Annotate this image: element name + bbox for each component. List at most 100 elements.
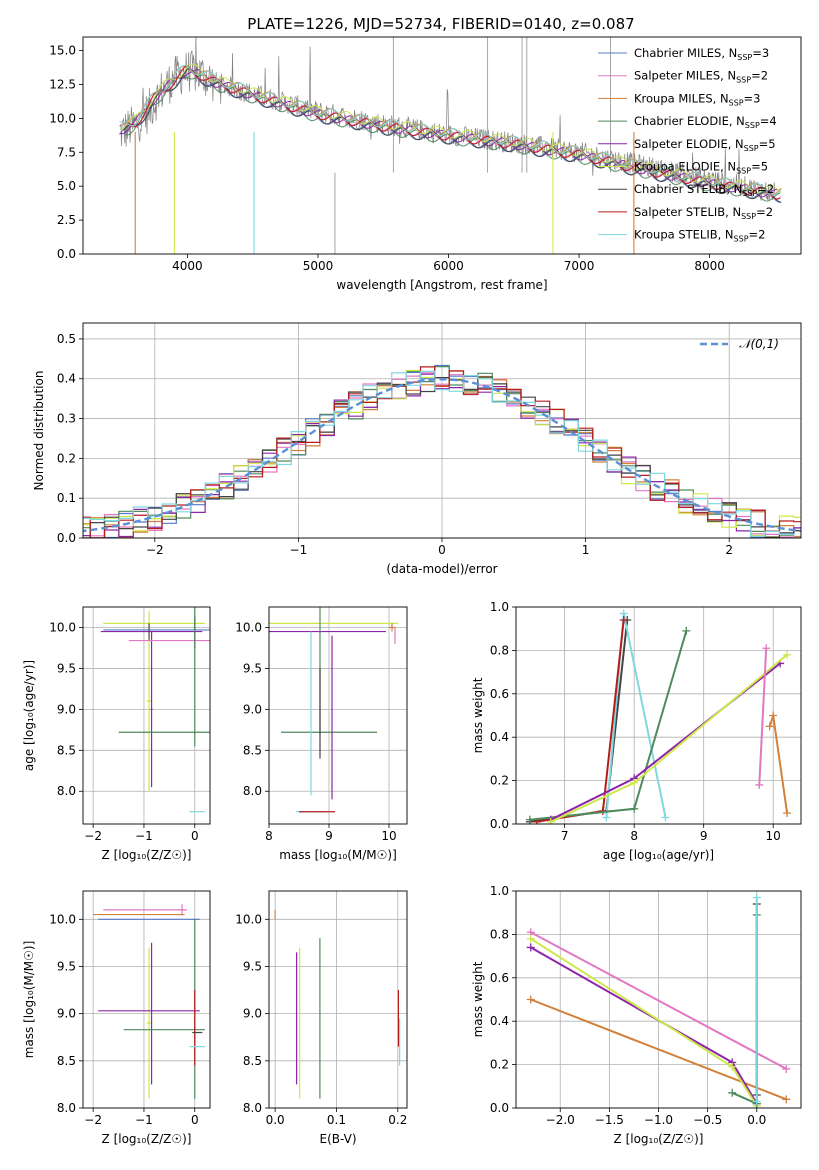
legend-subscript: SSP	[742, 189, 757, 198]
x-axis-label: Z [log₁₀(Z/Z☉)]	[102, 848, 192, 862]
y-tick-label: 0.4	[490, 1014, 509, 1028]
axes-frame	[515, 606, 802, 825]
y-axis-label: Normed distribution	[32, 371, 46, 491]
legend-subscript: SSP	[736, 76, 751, 85]
model-fit-line	[125, 65, 781, 200]
grid	[83, 891, 210, 1109]
y-tick-label: 10.0	[235, 912, 262, 926]
weight-marker	[752, 893, 761, 902]
x-tick-label: −1	[290, 543, 308, 557]
legend-label: Salpeter STELIB, NSSP=2	[634, 205, 773, 221]
weight-marker	[755, 780, 764, 789]
legend-label: Kroupa STELIB, NSSP=2	[634, 228, 765, 244]
y-tick-label: 9.5	[243, 661, 262, 675]
x-tick-label: −2	[84, 829, 102, 843]
x-tick-label: 8	[265, 829, 273, 843]
y-tick-label: 0.0	[490, 1101, 509, 1115]
y-tick-label: 8.0	[243, 1101, 262, 1115]
y-tick-label: 9.0	[243, 1007, 262, 1021]
weight-marker	[752, 1097, 761, 1106]
legend-count: =5	[759, 137, 776, 151]
x-tick-label: 10	[381, 829, 396, 843]
axes-frame	[515, 890, 802, 1109]
weight-line	[550, 662, 781, 821]
weight-line	[731, 914, 758, 1106]
y-tick-label: 0.6	[490, 971, 509, 985]
histogram-series	[83, 376, 801, 538]
weight-marker	[619, 616, 628, 625]
y-tick-label: 0.5	[57, 332, 76, 346]
weight-line	[530, 931, 787, 1070]
y-tick-label: 10.0	[49, 912, 76, 926]
legend-label: Chabrier ELODIE, NSSP=4	[634, 114, 777, 130]
y-tick-label: 1.0	[490, 884, 509, 898]
x-axis-label: age [log₁₀(age/yr)]	[603, 848, 714, 862]
y-tick-label: 9.5	[57, 959, 76, 973]
histogram-series	[83, 372, 801, 538]
weight-marker	[661, 813, 670, 822]
y-tick-label: 2.5	[57, 213, 76, 227]
y-axis-label: mass [log₁₀(M/M☉)]	[22, 941, 36, 1059]
y-tick-label: 0.4	[490, 730, 509, 744]
y-tick-label: 10.0	[49, 111, 76, 125]
x-tick-label: 10	[766, 829, 781, 843]
panel-weight_vs_Z: −2.0 −1.5 −1.0 −0.5 0.0 0.0 0.2 0.4 0.6 0.8 1.0 Z […	[471, 884, 802, 1146]
weight-marker	[630, 778, 639, 787]
weight-marker	[762, 644, 771, 653]
y-tick-label: 8.5	[57, 743, 76, 757]
y-tick-label: 9.0	[57, 1007, 76, 1021]
x-tick-label: 5000	[303, 259, 334, 273]
y-tick-label: 12.5	[49, 77, 76, 91]
x-tick-label: −1	[135, 1113, 153, 1127]
plot-area	[274, 909, 401, 1099]
weight-marker	[782, 1095, 791, 1104]
legend-subscript: SSP	[744, 144, 759, 153]
x-tick-label: −2.0	[546, 1113, 575, 1127]
grid	[83, 607, 210, 824]
weight-marker	[526, 995, 535, 1004]
axes-frame	[82, 322, 802, 539]
weight-line	[530, 946, 758, 1105]
axes-frame	[82, 890, 211, 1109]
x-tick-label: 0	[191, 829, 199, 843]
y-tick-label: 8.0	[243, 784, 262, 798]
y-tick-label: 0.4	[57, 372, 76, 386]
weight-marker	[546, 817, 555, 824]
legend-count: =2	[756, 205, 773, 219]
y-tick-label: 8.5	[243, 743, 262, 757]
plot-area	[83, 364, 801, 538]
weight-line	[758, 648, 768, 785]
axes-frame	[268, 890, 408, 1109]
legend-label: Chabrier STELIB, NSSP=2	[634, 182, 774, 198]
y-tick-label: 0.2	[490, 1058, 509, 1072]
legend-label: Kroupa ELODIE, NSSP=5	[634, 160, 768, 176]
legend-count: =5	[751, 160, 768, 174]
y-tick-label: 0.6	[490, 687, 509, 701]
histogram-series	[83, 366, 801, 538]
weight-line	[768, 715, 789, 814]
y-tick-label: 0.8	[490, 927, 509, 941]
model-fit-line	[119, 68, 781, 204]
legend-label: 𝒩(0,1)	[739, 337, 779, 351]
x-tick-label: −0.5	[693, 1113, 722, 1127]
weight-marker	[525, 815, 534, 824]
x-tick-label: 0	[191, 1113, 199, 1127]
x-tick-label: 1	[582, 543, 590, 557]
x-tick-label: 6000	[433, 259, 464, 273]
weight-marker	[682, 626, 691, 635]
y-tick-label: 9.5	[57, 661, 76, 675]
grid	[269, 891, 407, 1109]
plot-area	[100, 607, 210, 813]
panel-residual_hist: −2 −1 0 1 2 0.0 0.1 0.2 0.3 0.4 0.5 (data-model)/er…	[32, 322, 802, 576]
figure-title: PLATE=1226, MJD=52734, FIBERID=0140, z=0…	[247, 15, 634, 33]
y-tick-label: 0.2	[57, 451, 76, 465]
weight-marker	[728, 1062, 737, 1071]
model-fit-line	[123, 68, 782, 203]
x-tick-label: 0	[438, 543, 446, 557]
y-tick-label: 5.0	[57, 179, 76, 193]
x-tick-label: 0.2	[388, 1113, 407, 1127]
x-tick-label: 4000	[172, 259, 203, 273]
x-axis-label: mass [log₁₀(M/M☉)]	[279, 848, 397, 862]
plot-area	[269, 607, 398, 813]
